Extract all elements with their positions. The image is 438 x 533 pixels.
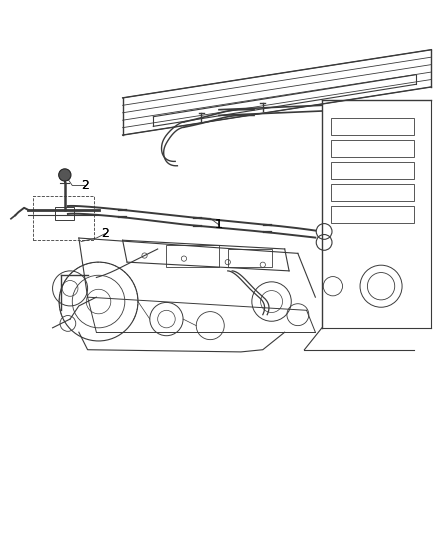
Bar	[331, 206, 414, 223]
Text: 1: 1	[215, 219, 223, 231]
Bar	[228, 249, 272, 268]
Bar	[166, 246, 219, 266]
Text: 2: 2	[101, 227, 109, 240]
Bar	[331, 140, 414, 157]
Text: 2: 2	[81, 179, 89, 192]
Bar	[55, 207, 74, 220]
Bar	[331, 118, 414, 135]
Bar	[331, 162, 414, 179]
Bar	[331, 184, 414, 201]
Text: 2: 2	[101, 227, 109, 240]
Text: 2: 2	[81, 179, 89, 192]
Circle shape	[59, 169, 71, 181]
Text: 1: 1	[215, 219, 223, 231]
